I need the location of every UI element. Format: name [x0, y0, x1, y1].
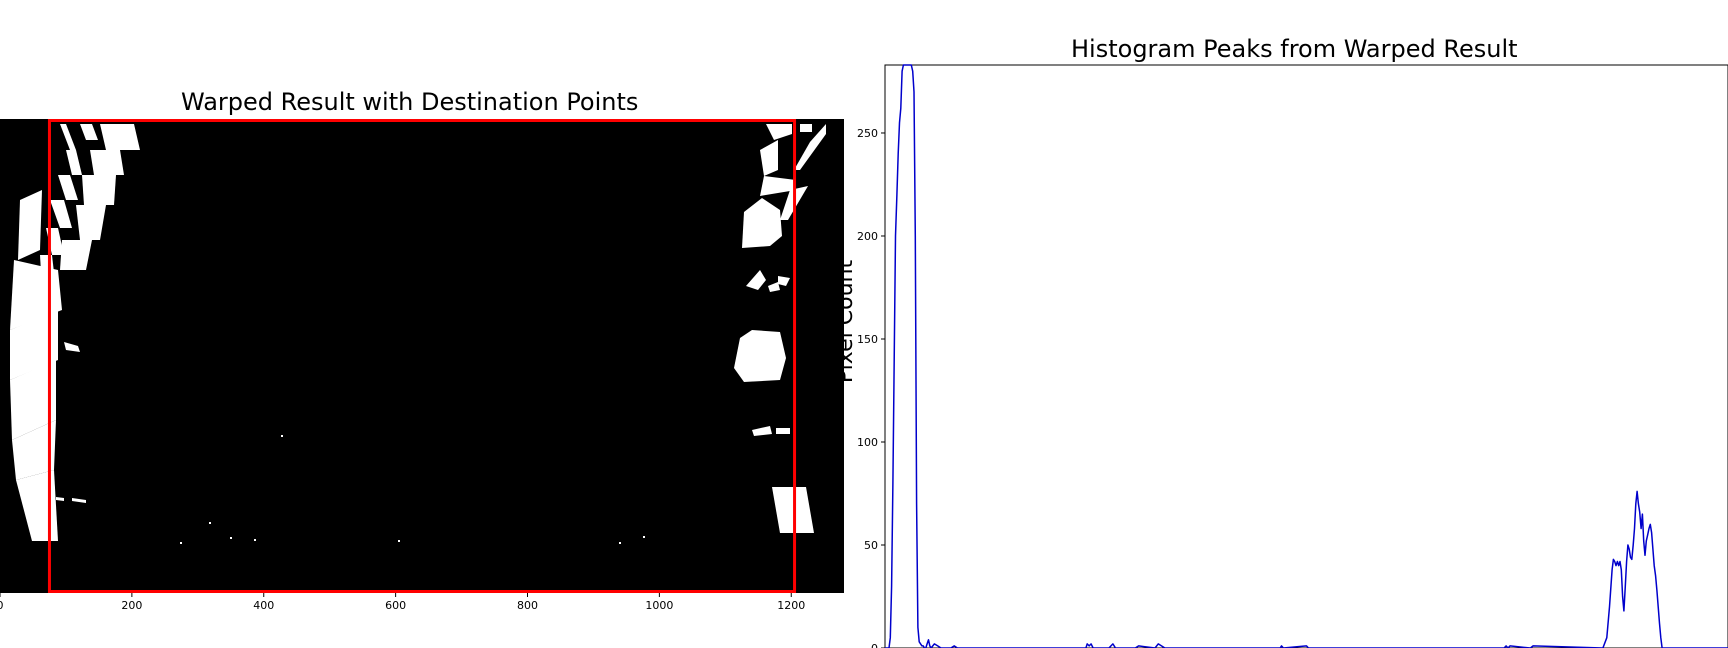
noise-speck: [281, 435, 283, 437]
lane-pixel-blob: [800, 124, 812, 132]
destination-points-rectangle: [47, 119, 797, 593]
lane-pixel-blob: [100, 124, 140, 150]
histogram-y-tick-label: 150: [857, 333, 878, 346]
lane-pixel-blob: [752, 426, 772, 436]
histogram-y-axis: 0 50 100 150 200 250: [857, 127, 885, 648]
histogram-y-axis-label: Pixel Count: [833, 260, 858, 384]
noise-speck: [209, 522, 211, 524]
lane-pixel-blob: [56, 497, 64, 501]
histogram-y-tick-label: 0: [871, 642, 878, 648]
lane-pixel-blob: [50, 200, 72, 228]
left-x-tick-label: 800: [517, 599, 538, 612]
noise-speck: [230, 537, 232, 539]
histogram-axes-frame: [884, 64, 1728, 648]
left-x-tick-label: 200: [121, 599, 142, 612]
noise-speck: [643, 536, 645, 538]
left-chart-title: Warped Result with Destination Points: [181, 88, 639, 116]
histogram-panel: 0 50 100 150 200 250 Pixel Count: [833, 64, 1728, 648]
warped-image-background: [0, 119, 844, 593]
lane-pixel-blob: [760, 140, 778, 176]
lane-pixel-blob: [18, 190, 42, 260]
noise-speck: [619, 542, 621, 544]
lane-pixel-blob: [60, 240, 92, 270]
lane-pixel-blob: [80, 124, 98, 140]
histogram-series-line: [885, 64, 1728, 648]
left-x-tick-label: 600: [385, 599, 406, 612]
lane-pixel-blob: [10, 310, 58, 380]
lane-pixel-blob: [772, 487, 814, 533]
lane-pixels: [10, 124, 826, 544]
left-x-tick-label: 1200: [777, 599, 805, 612]
lane-pixel-blob: [778, 276, 790, 286]
histogram-y-tick-label: 200: [857, 230, 878, 243]
lane-pixel-blob: [734, 330, 786, 382]
lane-pixel-blob: [66, 150, 82, 175]
left-x-tick-label: 1000: [645, 599, 673, 612]
lane-pixel-blob: [16, 470, 58, 541]
lane-pixel-blob: [10, 360, 56, 440]
lane-pixel-blob: [90, 150, 124, 175]
noise-speck: [254, 539, 256, 541]
left-x-axis: 0 200 400 600 800 1000 1200: [0, 593, 805, 612]
lane-pixel-blob: [776, 428, 790, 434]
histogram-y-tick-label: 50: [864, 539, 878, 552]
lane-pixel-blob: [768, 282, 780, 292]
histogram-y-tick-label: 100: [857, 436, 878, 449]
lane-pixel-blob: [742, 198, 782, 248]
lane-pixel-blob: [760, 176, 796, 196]
histogram-y-tick-label: 250: [857, 127, 878, 140]
lane-pixel-blob: [58, 175, 78, 200]
lane-pixel-blob: [746, 270, 766, 290]
noise-speck: [180, 542, 182, 544]
lane-pixel-blob: [64, 342, 80, 352]
right-chart-title: Histogram Peaks from Warped Result: [1071, 35, 1518, 63]
left-x-tick-label: 400: [253, 599, 274, 612]
lane-pixel-blob: [72, 498, 86, 503]
lane-pixel-blob: [12, 420, 56, 480]
left-x-tick-label: 0: [0, 599, 4, 612]
lane-pixel-blob: [76, 205, 106, 240]
noise-speck: [398, 540, 400, 542]
warped-image-panel: 0 200 400 600 800 1000 1200: [0, 119, 844, 612]
lane-pixel-blob: [794, 124, 826, 170]
lane-pixel-blob: [82, 175, 116, 205]
lane-pixel-blob: [766, 124, 792, 140]
lane-pixel-blob: [60, 124, 76, 150]
